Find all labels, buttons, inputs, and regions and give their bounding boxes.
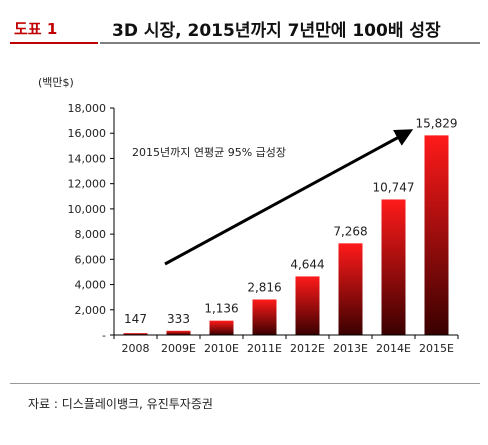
x-tick-label: 2011E xyxy=(247,342,282,355)
y-tick-label: 14,000 xyxy=(68,152,107,165)
y-tick-label: 10,000 xyxy=(68,203,107,216)
x-axis: 2008 2009E 2010E 2011E 2012E 2013E 2014E 2015E xyxy=(113,334,459,355)
y-tick-label: 16,000 xyxy=(68,127,107,140)
bar-value-label: 2,816 xyxy=(247,280,281,294)
x-tick-label: 2014E xyxy=(376,342,411,355)
y-tick-label: 18,000 xyxy=(68,102,107,115)
x-tick-label: 2013E xyxy=(333,342,368,355)
bar-value-label: 4,644 xyxy=(290,257,324,271)
bar xyxy=(166,330,191,335)
bar-value-label: 1,136 xyxy=(204,302,238,316)
bar-value-label: 7,268 xyxy=(333,224,367,238)
y-tick-label: 6,000 xyxy=(75,253,107,266)
y-tick-label: 12,000 xyxy=(68,178,107,191)
bar xyxy=(338,243,363,335)
figure-title: 3D 시장, 2015년까지 7년만에 100배 성장 xyxy=(112,21,441,41)
bar-chart: (백만$) - 2,000 4,000 6,000 8,000 10,000 12,000 1… xyxy=(38,76,459,355)
footer-rule xyxy=(10,383,480,384)
y-axis: - 2,000 4,000 6,000 8,000 10,000 12,000 14,000 1… xyxy=(68,102,115,342)
bar-value-label: 10,747 xyxy=(373,180,415,194)
bar xyxy=(381,199,406,335)
bar-value-label: 15,829 xyxy=(416,116,458,130)
x-tick-label: 2012E xyxy=(290,342,325,355)
y-tick-label: 4,000 xyxy=(75,279,107,292)
bar xyxy=(252,299,277,335)
growth-annotation: 2015년까지 연평균 95% 급성장 xyxy=(132,146,286,159)
figure-label: 도표 1 xyxy=(14,20,58,38)
header-rule xyxy=(100,42,480,44)
bar-value-label: 147 xyxy=(124,312,147,326)
figure-header: 도표 1 3D 시장, 2015년까지 7년만에 100배 성장 xyxy=(0,0,488,46)
x-tick-label: 2010E xyxy=(204,342,239,355)
bar xyxy=(424,135,449,335)
header-rule-accent xyxy=(10,42,98,44)
x-tick-label: 2009E xyxy=(161,342,196,355)
bar xyxy=(123,333,148,335)
source-note: 자료 : 디스플레이뱅크, 유진투자증권 xyxy=(28,397,213,411)
y-tick-label: 8,000 xyxy=(75,228,107,241)
x-tick-label: 2015E xyxy=(419,342,454,355)
trend-arrow xyxy=(164,129,414,266)
y-unit-label: (백만$) xyxy=(38,76,74,89)
x-tick-label: 2008 xyxy=(122,342,150,355)
bar-series: 147 333 1,136 2,816 4,644 7,268 10,747 15,829 xyxy=(123,116,458,335)
bar xyxy=(209,320,234,335)
y-tick-label: 2,000 xyxy=(75,304,107,317)
y-tick-label: - xyxy=(102,329,106,342)
bar xyxy=(295,276,320,335)
bar-value-label: 333 xyxy=(167,312,190,326)
